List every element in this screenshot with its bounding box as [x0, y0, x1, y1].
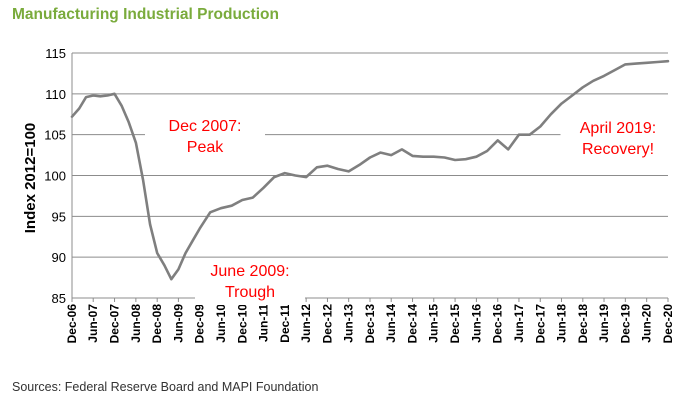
x-tick-label: Jun-12	[299, 304, 313, 343]
y-axis-label: Index 2012=100	[22, 123, 39, 234]
x-tick-label: Dec-15	[448, 304, 462, 344]
y-tick-label: 110	[45, 87, 66, 102]
annotation-recovery: April 2019: Recovery!	[580, 120, 657, 158]
y-tick-label: 100	[44, 169, 66, 184]
y-tick-label: 105	[44, 128, 66, 143]
x-tick-label: Dec-17	[533, 304, 547, 344]
x-tick-labels: Dec-06 Jun-07 Dec-07 Jun-08 Dec-08 Jun-09 Dec-…	[65, 304, 675, 344]
x-tick-label: Jun-09	[171, 304, 185, 343]
x-tick-label: Jun-14	[384, 304, 398, 343]
x-tick-label: Dec-07	[108, 304, 122, 344]
x-tick-label: Dec-08	[150, 304, 164, 344]
y-tick-label: 90	[52, 250, 66, 265]
x-tick-label: Jun-08	[129, 304, 143, 343]
series-layer	[70, 59, 670, 281]
x-tick-label: Dec-16	[491, 304, 505, 344]
y-tick-label: 85	[52, 291, 66, 306]
x-tick-label: Dec-13	[363, 304, 377, 344]
x-tick-label: Dec-12	[320, 304, 334, 344]
x-tick-label: Jun-10	[214, 304, 228, 343]
x-tick-label: Dec-06	[65, 304, 79, 344]
chart-title: Manufacturing Industrial Production	[12, 6, 279, 23]
x-tick-label: Jun-19	[597, 304, 611, 343]
annotation-peak-background	[145, 114, 265, 160]
x-tick-label: Dec-14	[406, 304, 420, 344]
x-tick-label: Dec-09	[193, 304, 207, 344]
annotation-peak: Dec 2007: Peak	[169, 118, 242, 156]
x-tick-label: Jun-07	[86, 304, 100, 343]
axes	[71, 53, 669, 302]
annotation-trough-background	[195, 259, 305, 305]
source-note: Sources: Federal Reserve Board and MAPI …	[12, 380, 319, 394]
annotation-recovery-background	[560, 116, 676, 162]
x-tick-label: Jun-20	[640, 304, 654, 343]
x-tick-label: Jun-15	[427, 304, 441, 343]
x-tick-label: Jun-11	[256, 304, 270, 342]
x-tick-label: Jun-13	[342, 304, 356, 343]
y-tick-label: 115	[45, 46, 66, 61]
y-tick-label: 95	[52, 209, 66, 224]
line-chart: 85 90 95 100 105 110 115 Dec-06 Jun-07 Dec-07 Jun…	[22, 46, 676, 344]
x-tick-label: Dec-18	[576, 304, 590, 344]
x-tick-label: Dec-10	[235, 304, 249, 344]
annotations: Dec 2007: Peak June 2009: Trough April 2019:…	[145, 114, 676, 305]
series-line-0	[70, 59, 670, 281]
x-tick-label: Dec-11	[278, 304, 292, 343]
annotation-trough: June 2009: Trough	[210, 263, 289, 301]
x-tick-label: Jun-18	[554, 304, 568, 343]
x-tick-label: Dec-19	[618, 304, 632, 344]
x-tick-label: Jun-16	[469, 304, 483, 343]
x-tick-label: Jun-17	[512, 304, 526, 343]
x-tick-label: Dec-20	[661, 304, 675, 344]
y-tick-labels: 85 90 95 100 105 110 115	[44, 46, 66, 306]
